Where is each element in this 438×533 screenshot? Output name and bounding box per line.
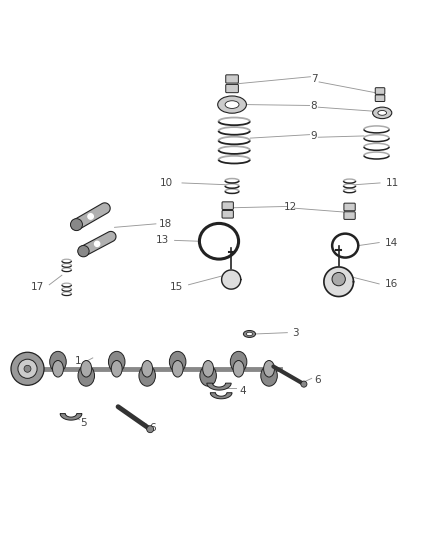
Ellipse shape bbox=[247, 332, 253, 336]
FancyBboxPatch shape bbox=[226, 84, 238, 93]
Ellipse shape bbox=[139, 365, 155, 386]
Ellipse shape bbox=[264, 360, 275, 377]
Text: 8: 8 bbox=[311, 101, 317, 111]
FancyBboxPatch shape bbox=[222, 211, 233, 218]
Polygon shape bbox=[60, 414, 82, 420]
Ellipse shape bbox=[200, 365, 216, 386]
Polygon shape bbox=[207, 383, 231, 390]
Text: 13: 13 bbox=[156, 236, 170, 245]
Polygon shape bbox=[210, 393, 232, 399]
Polygon shape bbox=[324, 267, 353, 296]
FancyBboxPatch shape bbox=[222, 202, 233, 209]
Text: 16: 16 bbox=[385, 279, 398, 289]
Ellipse shape bbox=[373, 107, 392, 119]
Circle shape bbox=[11, 352, 44, 385]
Ellipse shape bbox=[225, 101, 239, 108]
Text: 10: 10 bbox=[160, 178, 173, 188]
Ellipse shape bbox=[111, 360, 122, 377]
Ellipse shape bbox=[261, 365, 277, 386]
Polygon shape bbox=[71, 203, 110, 230]
Text: 3: 3 bbox=[292, 328, 298, 337]
Polygon shape bbox=[222, 270, 241, 289]
Ellipse shape bbox=[332, 233, 358, 257]
Ellipse shape bbox=[142, 360, 152, 377]
Text: 11: 11 bbox=[386, 178, 399, 188]
Circle shape bbox=[332, 272, 345, 286]
Ellipse shape bbox=[53, 360, 64, 377]
Polygon shape bbox=[88, 214, 93, 219]
Text: 1: 1 bbox=[75, 357, 82, 366]
FancyBboxPatch shape bbox=[344, 212, 355, 220]
Ellipse shape bbox=[109, 351, 125, 372]
Text: 5: 5 bbox=[81, 418, 87, 428]
FancyBboxPatch shape bbox=[226, 75, 238, 83]
FancyBboxPatch shape bbox=[375, 88, 385, 94]
Circle shape bbox=[24, 365, 31, 372]
Ellipse shape bbox=[203, 360, 214, 377]
Ellipse shape bbox=[81, 360, 92, 377]
Text: 4: 4 bbox=[240, 385, 246, 395]
Circle shape bbox=[147, 426, 154, 433]
Ellipse shape bbox=[170, 351, 186, 372]
Ellipse shape bbox=[199, 223, 239, 259]
Ellipse shape bbox=[218, 96, 247, 113]
Circle shape bbox=[18, 359, 37, 378]
Circle shape bbox=[301, 381, 307, 387]
Text: 6: 6 bbox=[315, 375, 321, 385]
FancyBboxPatch shape bbox=[344, 203, 355, 211]
Text: 18: 18 bbox=[159, 219, 172, 229]
Polygon shape bbox=[78, 231, 116, 256]
Ellipse shape bbox=[49, 351, 66, 372]
Circle shape bbox=[78, 246, 89, 257]
Text: 15: 15 bbox=[170, 282, 184, 292]
FancyBboxPatch shape bbox=[375, 95, 385, 101]
Ellipse shape bbox=[230, 351, 247, 372]
Ellipse shape bbox=[378, 110, 387, 115]
Text: 7: 7 bbox=[311, 75, 318, 84]
Text: 12: 12 bbox=[284, 203, 297, 212]
Polygon shape bbox=[95, 241, 100, 246]
Circle shape bbox=[71, 219, 82, 231]
Ellipse shape bbox=[233, 360, 244, 377]
Ellipse shape bbox=[244, 330, 255, 337]
Text: 14: 14 bbox=[385, 238, 398, 247]
Text: 6: 6 bbox=[149, 423, 156, 433]
Ellipse shape bbox=[78, 365, 95, 386]
Text: 9: 9 bbox=[311, 131, 317, 141]
Ellipse shape bbox=[172, 360, 183, 377]
Text: 17: 17 bbox=[31, 282, 44, 292]
